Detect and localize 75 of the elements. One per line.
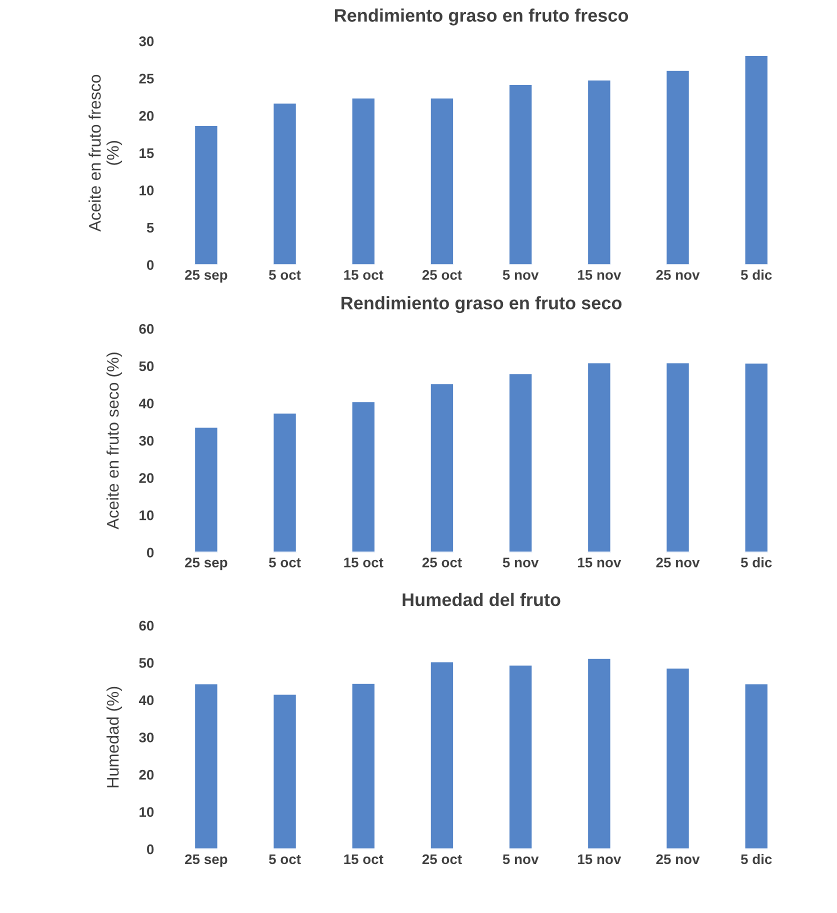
bar	[665, 69, 690, 265]
y-tick-label: 10	[140, 807, 154, 817]
y-axis-title: Aceite en fruto fresco (%)	[88, 74, 122, 232]
bar	[272, 693, 298, 850]
chart-title: Rendimiento graso en fruto fresco	[335, 8, 628, 26]
bar	[744, 362, 769, 552]
chart-title: Humedad del fruto	[402, 592, 560, 606]
y-tick-label: 50	[139, 658, 154, 668]
bar	[586, 658, 612, 850]
y-tick-label: 40	[138, 398, 154, 408]
bar	[429, 97, 454, 265]
y-tick-label: 10	[140, 510, 154, 520]
y-tick-label: 60	[139, 324, 154, 334]
x-tick-label: 25 nov	[656, 558, 700, 568]
bar	[272, 102, 298, 265]
x-tick-label: 15 oct	[344, 558, 384, 568]
y-tick-label: 50	[139, 361, 154, 372]
chart-title: Rendimiento graso en fruto seco	[342, 296, 622, 314]
y-tick-label: 15	[140, 148, 154, 158]
x-tick-label: 5 oct	[269, 270, 301, 280]
bar	[272, 412, 298, 552]
bar	[350, 400, 376, 552]
x-tick-label: 5 dic	[740, 854, 772, 864]
x-tick-label: 15 oct	[344, 854, 384, 864]
x-tick-label: 25 sep	[185, 270, 228, 283]
x-tick-label: 5 oct	[269, 558, 301, 568]
y-tick-label: 20	[139, 770, 154, 780]
bar	[586, 362, 612, 552]
y-tick-label: 25	[139, 74, 154, 84]
bar	[194, 682, 219, 850]
y-tick-label: 10	[140, 186, 154, 196]
x-tick-label: 25 sep	[185, 558, 228, 570]
y-tick-label: 0	[146, 548, 154, 558]
y-tick-label: 40	[138, 695, 154, 706]
x-tick-label: 25 nov	[656, 270, 700, 280]
bar	[194, 124, 219, 265]
bar	[586, 79, 612, 265]
x-tick-label: 5 oct	[269, 854, 301, 864]
x-tick-label: 15 nov	[578, 270, 622, 280]
bar	[508, 84, 534, 265]
x-tick-label: 5 nov	[502, 270, 539, 280]
y-tick-label: 20	[139, 110, 154, 121]
y-tick-label: 60	[139, 620, 154, 631]
y-tick-label: 30	[139, 436, 154, 446]
bar	[665, 362, 690, 552]
x-tick-label: 15 nov	[578, 558, 622, 568]
y-tick-label: 0	[146, 844, 154, 854]
y-tick-label: 0	[146, 260, 154, 270]
x-tick-label: 5 nov	[502, 558, 539, 568]
y-axis-title: Humedad (%)	[106, 686, 122, 788]
y-axis-title: Aceite en fruto seco (%)	[106, 352, 122, 530]
x-tick-label: 25 oct	[422, 270, 462, 280]
bar	[429, 660, 454, 850]
x-tick-label: 5 nov	[502, 854, 539, 864]
x-tick-label: 25 oct	[422, 558, 462, 568]
bar	[508, 664, 534, 850]
bar	[350, 682, 376, 850]
y-tick-label: 30	[139, 36, 154, 46]
x-tick-label: 25 nov	[656, 854, 700, 864]
bar	[429, 382, 454, 552]
x-tick-label: 15 nov	[578, 854, 622, 864]
bar	[350, 97, 376, 265]
x-tick-label: 5 dic	[740, 557, 772, 568]
bar	[194, 426, 219, 552]
x-tick-label: 25 oct	[422, 854, 462, 864]
y-tick-label: 20	[139, 473, 154, 483]
x-tick-label: 25 sep	[185, 854, 228, 867]
bar	[744, 682, 769, 850]
y-tick-label: 5	[146, 222, 154, 233]
bar	[744, 54, 769, 265]
y-tick-label: 30	[139, 732, 154, 742]
bar	[665, 667, 690, 850]
bar	[508, 372, 534, 552]
x-tick-label: 5 dic	[740, 270, 772, 280]
x-tick-label: 15 oct	[344, 270, 384, 280]
